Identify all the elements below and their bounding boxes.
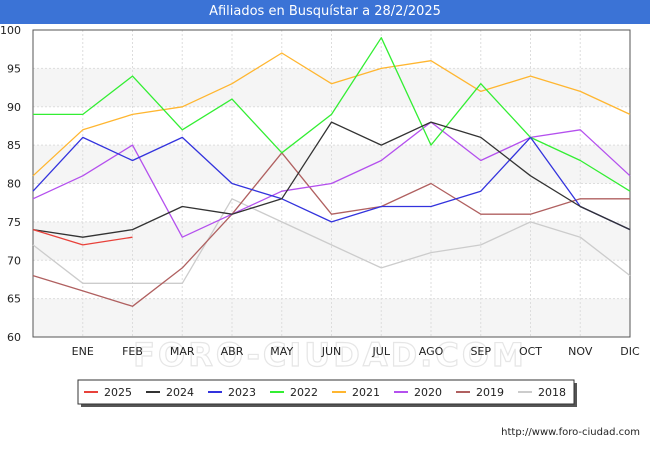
- x-tick-label: ABR: [221, 345, 244, 358]
- plot-band: [33, 30, 630, 69]
- legend: 2025 2024 2023 2022 2021 2020 2019 2018: [77, 379, 577, 407]
- y-tick-label: 70: [7, 254, 21, 267]
- legend-label-2020: 2020: [414, 386, 442, 399]
- legend-label-2021: 2021: [352, 386, 380, 399]
- legend-label-2023: 2023: [228, 386, 256, 399]
- y-tick-label: 65: [7, 293, 21, 306]
- chart-title: Afiliados en Busquístar a 28/2/2025: [0, 0, 650, 24]
- y-tick-label: 85: [7, 139, 21, 152]
- y-tick-label: 95: [7, 62, 21, 75]
- series-group: [32, 37, 631, 307]
- series-line-2024: [32, 121, 631, 238]
- y-tick-label: 60: [7, 331, 21, 344]
- series-line-2023: [32, 136, 631, 231]
- y-tick-label: 75: [7, 216, 21, 229]
- x-tick-label: SEP: [470, 345, 491, 358]
- legend-label-2022: 2022: [290, 386, 318, 399]
- x-tick-label: JUL: [372, 345, 391, 358]
- x-tick-label: FEB: [122, 345, 143, 358]
- y-axis: 60 65 70 75 80 85 90 95 100: [0, 24, 21, 344]
- x-tick-label: OCT: [519, 345, 542, 358]
- x-axis: ENE FEB MAR ABR MAY JUN JUL AGO SEP OCT NOV DIC: [72, 345, 640, 358]
- x-tick-label: MAY: [270, 345, 293, 358]
- x-tick-label: AGO: [419, 345, 444, 358]
- y-tick-label: 90: [7, 101, 21, 114]
- x-tick-label: DIC: [620, 345, 640, 358]
- x-tick-label: NOV: [568, 345, 593, 358]
- series-line-2021: [32, 52, 631, 177]
- y-tick-label: 80: [7, 178, 21, 191]
- source-credit[interactable]: http://www.foro-ciudad.com: [501, 427, 640, 438]
- legend-label-2025: 2025: [104, 386, 132, 399]
- legend-label-2024: 2024: [166, 386, 194, 399]
- x-tick-label: JUN: [321, 345, 342, 358]
- x-tick-label: ENE: [72, 345, 94, 358]
- series-line-2018: [32, 198, 631, 284]
- y-tick-label: 100: [0, 24, 21, 37]
- legend-label-2019: 2019: [476, 386, 504, 399]
- plot-band: [33, 221, 630, 261]
- x-tick-label: MAR: [170, 345, 195, 358]
- plot-frame: [32, 29, 631, 338]
- watermark: FORO-CIUDAD.COM: [133, 336, 527, 374]
- series-line-2019: [32, 152, 630, 307]
- legend-box: [77, 379, 575, 405]
- series-line-2025: [32, 228, 133, 246]
- legend-label-2018: 2018: [538, 386, 566, 399]
